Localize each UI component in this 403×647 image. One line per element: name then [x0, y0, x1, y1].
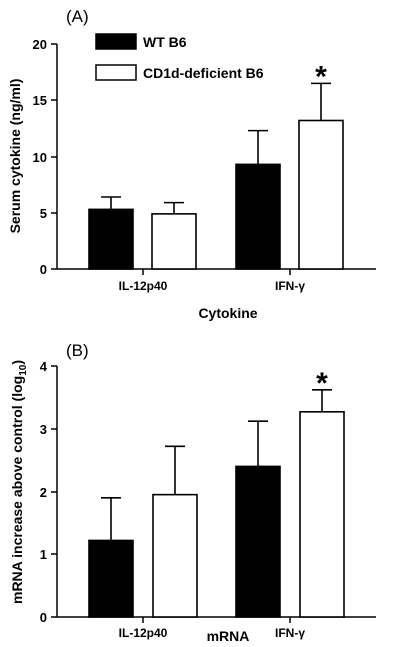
- panel-b-significance-star: *: [316, 367, 328, 400]
- panel-a-label: (A): [66, 7, 89, 26]
- panel-a-bar: [235, 163, 281, 270]
- panel-a-bars: [88, 82, 344, 270]
- panel-a-bar: [151, 213, 197, 270]
- panel-b-y-tick-label: 0: [40, 610, 47, 625]
- panel-a-y-tick-label: 5: [40, 206, 47, 221]
- panel-b-x-ticks: IL-12p40 IFN-γ: [119, 617, 305, 640]
- panel-b-bars: [88, 389, 345, 618]
- panel-a-x-tick-label: IFN-γ: [275, 279, 305, 293]
- legend-swatch-cd1d: [95, 64, 137, 81]
- panel-a-y-tick-label: 20: [33, 37, 47, 52]
- panel-a-y-tick-label: 0: [40, 262, 47, 277]
- panel-b-bar: [88, 539, 134, 618]
- panel-b-y-tick-label: 3: [40, 422, 47, 437]
- panel-b: (B) mRNA increase above control (log10) …: [9, 341, 376, 644]
- panel-b-x-axis-title: mRNA: [207, 628, 250, 644]
- panel-b-y-tick-label: 1: [40, 547, 47, 562]
- panel-b-label: (B): [66, 341, 89, 360]
- panel-a-x-tick-label: IL-12p40: [119, 279, 168, 293]
- legend-label-wt: WT B6: [143, 34, 187, 50]
- panel-b-y-ticks: 0 1 2 3 4: [40, 359, 57, 625]
- panel-b-y-tick-label: 4: [40, 359, 48, 374]
- panel-a-y-tick-label: 10: [33, 150, 47, 165]
- panel-b-y-axis-title-main: mRNA increase above control (log: [9, 376, 25, 604]
- panel-a-y-tick-label: 15: [33, 93, 47, 108]
- panel-b-bar: [299, 411, 345, 618]
- panel-a-bar: [298, 119, 344, 270]
- panel-b-y-axis-title: mRNA increase above control (log10): [9, 360, 29, 604]
- panel-a-y-ticks: 0 5 10 15 20: [33, 37, 57, 277]
- panel-b-bar: [152, 493, 198, 618]
- panel-b-y-axis-title-end: ): [9, 360, 25, 365]
- panel-a-bar: [88, 208, 134, 270]
- panel-b-x-tick-label: IFN-γ: [275, 626, 305, 640]
- panel-b-bar: [235, 465, 281, 618]
- panel-a-x-ticks: IL-12p40 IFN-γ: [119, 269, 305, 293]
- panel-a-significance-star: *: [315, 60, 327, 93]
- panel-b-x-tick-label: IL-12p40: [119, 626, 168, 640]
- panel-a-x-axis-title: Cytokine: [198, 305, 257, 321]
- legend-swatch-wt: [95, 33, 137, 50]
- panel-a-y-axis-title: Serum cytokine (ng/ml): [7, 79, 23, 234]
- panel-b-y-axis-title-subscript: 10: [18, 364, 29, 376]
- panel-a-legend: WT B6 CD1d-deficient B6: [95, 33, 264, 81]
- legend-label-cd1d: CD1d-deficient B6: [143, 65, 264, 81]
- panel-b-y-tick-label: 2: [40, 485, 47, 500]
- panel-a: (A) Serum cytokine (ng/ml) 0 5 10 15 20 …: [7, 7, 376, 321]
